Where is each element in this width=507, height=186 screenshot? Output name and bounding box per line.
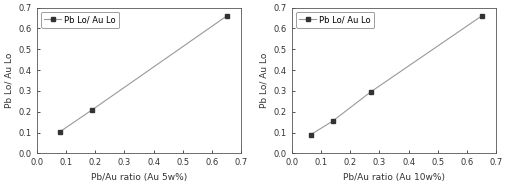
Pb Lo/ Au Lo — [57, 130, 63, 133]
Y-axis label: Pb Lo/ Au Lo: Pb Lo/ Au Lo — [259, 53, 268, 108]
Pb Lo/ Au Lo — [479, 15, 485, 17]
X-axis label: Pb/Au ratio (Au 10w%): Pb/Au ratio (Au 10w%) — [343, 173, 445, 182]
Pb Lo/ Au Lo — [89, 109, 95, 111]
Legend: Pb Lo/ Au Lo: Pb Lo/ Au Lo — [41, 12, 119, 28]
X-axis label: Pb/Au ratio (Au 5w%): Pb/Au ratio (Au 5w%) — [91, 173, 187, 182]
Pb Lo/ Au Lo — [368, 91, 374, 93]
Pb Lo/ Au Lo — [308, 134, 314, 136]
Line: Pb Lo/ Au Lo: Pb Lo/ Au Lo — [308, 14, 484, 137]
Pb Lo/ Au Lo — [224, 15, 230, 17]
Line: Pb Lo/ Au Lo: Pb Lo/ Au Lo — [58, 14, 229, 134]
Pb Lo/ Au Lo — [330, 120, 336, 122]
Y-axis label: Pb Lo/ Au Lo: Pb Lo/ Au Lo — [4, 53, 13, 108]
Legend: Pb Lo/ Au Lo: Pb Lo/ Au Lo — [296, 12, 374, 28]
